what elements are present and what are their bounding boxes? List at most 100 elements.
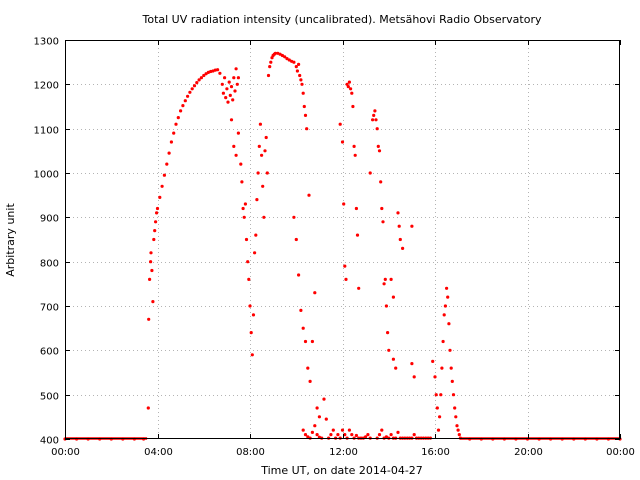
data-point [350,433,354,437]
data-point [439,393,443,397]
data-point [353,153,357,157]
data-point [158,195,162,199]
data-point [329,433,333,437]
data-point [389,433,393,437]
data-point [231,98,235,102]
data-point [190,87,194,91]
x-tick-label: 00:00 [51,447,80,458]
data-point [306,366,310,370]
y-tick-label: 600 [40,347,59,358]
data-point [251,313,256,317]
data-point [169,140,173,144]
data-point [368,171,372,175]
data-point [454,415,458,419]
data-point [176,116,180,120]
x-tick-label: 08:00 [236,447,265,458]
data-point [313,424,317,428]
data-point [303,433,308,437]
x-tick-label: 16:00 [421,447,450,458]
data-point [301,428,305,432]
data-point [310,430,314,434]
data-point [383,277,387,281]
data-point [451,393,456,397]
data-point [254,233,258,237]
data-point [354,206,358,211]
data-point [436,428,441,432]
data-point [412,433,416,437]
data-point [350,91,354,95]
data-point [303,113,308,117]
data-point [188,90,192,94]
data-point [186,94,190,98]
chart-title: Total UV radiation intensity (uncalibrat… [142,13,542,26]
y-tick-label: 1000 [34,170,59,181]
data-point [263,149,267,153]
data-point [253,251,257,255]
data-point [315,406,319,410]
data-point [155,206,160,211]
data-point [355,233,360,237]
data-point [455,424,459,428]
data-point [317,415,321,419]
data-point [384,304,388,308]
data-point [342,202,346,206]
data-point [228,93,232,97]
data-point [241,206,245,211]
data-point [441,339,445,344]
data-point [315,433,319,437]
data-point [220,82,224,86]
data-point [343,264,347,268]
data-point [149,251,153,255]
data-point [354,433,358,438]
data-point [349,87,353,91]
data-point [308,379,312,383]
data-point [446,295,450,299]
data-point [265,171,269,175]
data-point [438,415,442,419]
y-tick-label: 700 [40,303,59,314]
data-point [242,215,246,219]
data-point [410,362,414,366]
data-point [236,131,240,135]
data-point [300,82,304,86]
data-point [247,277,251,281]
x-tick-label: 00:00 [606,447,635,458]
data-point [172,131,176,135]
data-point [301,91,305,95]
data-point [258,122,262,126]
data-point [344,277,348,281]
data-point [301,326,305,330]
data-point [375,127,379,131]
data-point [249,331,253,335]
y-tick-label: 800 [40,259,59,270]
y-axis: 400 500 600 700 800 900 1000 1100 1200 1300 [34,37,620,447]
data-point [239,162,243,166]
data-point [256,171,260,175]
data-point [227,80,231,84]
data-points [63,51,622,441]
data-point [155,211,159,215]
data-point [372,113,376,117]
data-point [181,104,185,108]
data-point [233,89,237,93]
data-point [147,317,151,321]
data-point [183,99,187,103]
data-point [285,57,289,61]
data-point [179,109,183,113]
data-point [292,60,296,64]
data-point [236,76,240,80]
data-point [412,375,416,379]
data-point [307,193,311,197]
data-point [376,144,380,148]
data-point [221,91,225,95]
y-tick-label: 400 [40,436,59,447]
data-point [340,428,345,432]
data-point [165,162,169,166]
data-point [450,379,454,383]
data-point [295,69,299,73]
data-point [371,118,375,122]
data-point [456,428,460,432]
data-point [396,211,400,215]
data-point [302,104,306,109]
data-point [377,433,382,437]
